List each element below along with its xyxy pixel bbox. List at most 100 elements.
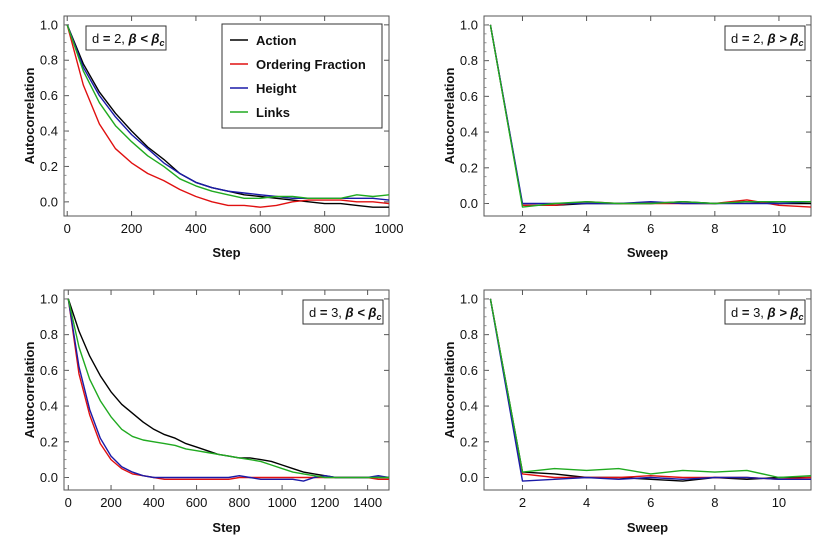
y-axis-label: Autocorrelation [442,68,457,165]
y-tick-label: 1.0 [40,17,58,32]
x-tick-label: 4 [583,495,590,510]
y-tick-label: 0.4 [40,399,58,414]
y-tick-label: 0.4 [40,124,58,139]
y-tick-label: 0.0 [40,470,58,485]
series-line-2 [489,24,812,208]
annotation-frame [724,25,806,51]
x-tick-label: 10 [772,495,786,510]
series-line-4 [67,298,389,479]
x-tick-label: 1400 [353,495,382,510]
y-tick-label: 0.8 [40,327,58,342]
series-line-2 [67,298,389,480]
y-axis-label: Autocorrelation [22,68,37,165]
plot-frame [483,15,812,217]
series-line-3 [489,24,812,205]
y-tick-label: 0.4 [460,399,478,414]
annotation-text: d = 2, β < βc [92,31,165,48]
chart-panel-4: 0.0 0.2 0.4 0.6 0.8 1.0 2 4 6 8 10 Sweep Autocorrela… [442,289,812,535]
series-line-4 [66,24,390,200]
legend-label: Ordering Fraction [256,57,366,72]
annotation-d-value: 2 [114,31,121,46]
y-tick-label: 0.4 [460,125,478,140]
series-line-1 [489,298,811,482]
x-tick-label: 800 [314,221,336,236]
annotation-text: d = 3, β < βc [309,305,382,322]
x-tick-label: 0 [65,495,72,510]
y-tick-label: 0.2 [460,160,478,175]
annotation-frame [724,299,806,325]
y-tick-label: 0.0 [40,194,58,209]
x-tick-label: 400 [143,495,165,510]
series-line-4 [489,24,811,208]
x-tick-label: 10 [772,221,786,236]
y-axis-label: Autocorrelation [442,342,457,439]
y-tick-label: 0.6 [40,88,58,103]
annotation-box: d = 2, β < βc [85,25,167,51]
legend: Action Ordering Fraction Height Links [221,23,383,129]
x-axis-label: Step [212,245,240,260]
plot-frame [63,15,390,217]
series-line-2 [489,298,812,480]
chart-panel-3: 0.0 0.2 0.4 0.6 0.8 1.0 0 200 400 600 800 1000 1200 1… [22,289,390,535]
annotation-text: d = 2, β > βc [731,31,804,48]
series-line-4 [489,298,812,479]
y-tick-label: 0.2 [40,434,58,449]
x-tick-label: 600 [249,221,271,236]
legend-label: Links [256,105,290,120]
annotation-d-value: 3 [331,305,338,320]
x-tick-label: 1200 [310,495,339,510]
annotation-frame [85,25,167,51]
annotation-box: d = 3, β < βc [302,299,384,325]
y-tick-label: 1.0 [460,291,478,306]
legend-frame [221,23,383,129]
x-tick-label: 1000 [268,495,297,510]
plot-frame [483,289,812,491]
series-line-3 [489,298,811,482]
x-tick-label: 0 [64,221,71,236]
chart-panel-1: 0.0 0.2 0.4 0.6 0.8 1.0 0 200 400 600 800 1000 Step A… [22,15,404,260]
chart-panel-2: 0.0 0.2 0.4 0.6 0.8 1.0 2 4 6 8 10 Sweep Autocorrela… [442,15,812,260]
annotation-d-value: 3 [753,305,760,320]
y-tick-label: 0.6 [40,363,58,378]
y-tick-label: 0.8 [460,53,478,68]
x-tick-label: 800 [228,495,250,510]
x-tick-label: 2 [519,495,526,510]
series-line-2 [66,24,390,208]
x-tick-label: 600 [186,495,208,510]
y-tick-label: 1.0 [460,17,478,32]
x-axis-label: Sweep [627,520,668,535]
y-tick-label: 0.2 [40,159,58,174]
y-tick-label: 0.8 [40,53,58,68]
y-tick-label: 0.0 [460,470,478,485]
x-tick-label: 8 [711,221,718,236]
x-axis-label: Step [212,520,240,535]
annotation-frame [302,299,384,325]
x-tick-label: 6 [647,495,654,510]
series-line-1 [67,298,389,479]
y-tick-label: 0.8 [460,327,478,342]
x-tick-label: 200 [100,495,122,510]
y-axis-label: Autocorrelation [22,342,37,439]
series-line-3 [67,298,390,482]
x-axis-label: Sweep [627,245,668,260]
x-tick-label: 1000 [375,221,404,236]
y-tick-label: 1.0 [40,291,58,306]
y-tick-label: 0.6 [460,89,478,104]
y-tick-label: 0.0 [460,196,478,211]
x-tick-label: 6 [647,221,654,236]
annotation-d-value: 2 [753,31,760,46]
series-line-1 [489,24,811,207]
x-tick-label: 400 [185,221,207,236]
annotation-text: d = 3, β > βc [731,305,804,322]
x-tick-label: 2 [519,221,526,236]
y-tick-label: 0.2 [460,434,478,449]
annotation-box: d = 2, β > βc [724,25,806,51]
y-tick-label: 0.6 [460,363,478,378]
x-tick-label: 200 [121,221,143,236]
annotation-box: d = 3, β > βc [724,299,806,325]
x-tick-label: 4 [583,221,590,236]
x-tick-label: 8 [711,495,718,510]
legend-label: Action [256,33,297,48]
